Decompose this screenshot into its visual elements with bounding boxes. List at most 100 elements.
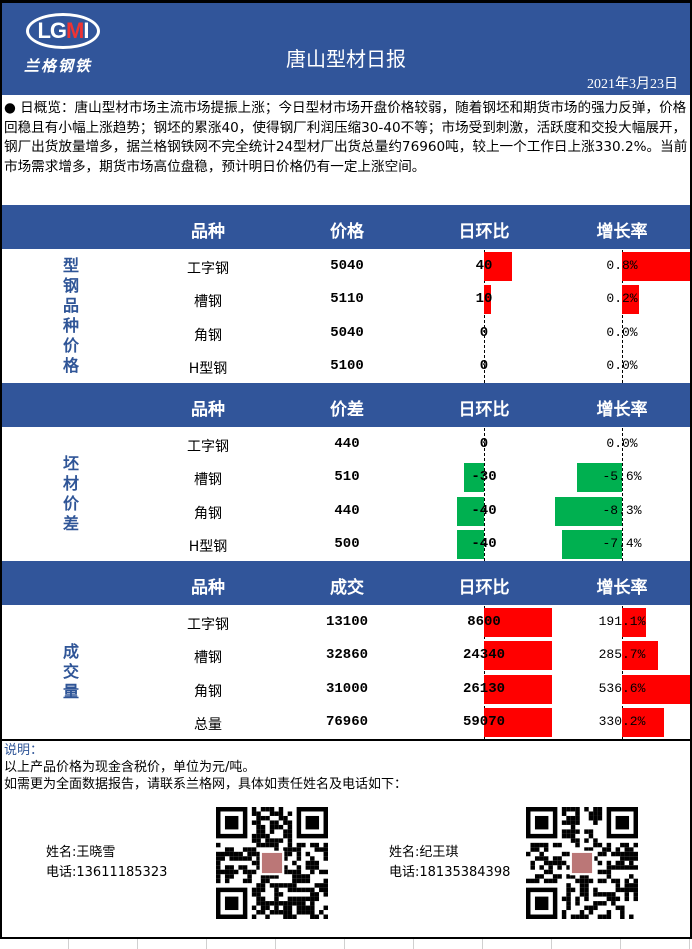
change-cell: 10 — [475, 291, 493, 308]
column-header: 日环比 — [458, 578, 510, 598]
report-header: LGMI 兰格钢铁 唐山型材日报 2021年3月23日 — [2, 3, 690, 95]
value-cell: 500 — [334, 535, 360, 552]
table-row: 角钢 31000 26130 536.6% — [2, 673, 690, 706]
change-cell: -30 — [471, 469, 497, 486]
contact-phone: 电话:18135384398 — [389, 865, 511, 880]
product-name: 槽钢 — [194, 650, 222, 667]
footer-notes: 说明： 以上产品价格为现金含税价，单位为元/吨。 如需更为全面数据报告，请联系兰… — [2, 739, 690, 937]
value-cell: 5110 — [330, 291, 364, 308]
product-name: H型钢 — [188, 360, 228, 377]
contact-1: 姓名:王晓雪 电话:13611185323 — [46, 843, 167, 883]
table-row: 总量 76960 59070 330.2% — [2, 706, 690, 739]
change-cell: 24340 — [462, 647, 506, 664]
rate-axis — [622, 606, 623, 739]
value-cell: 440 — [334, 502, 360, 519]
column-header: 增长率 — [596, 400, 648, 420]
product-name: 总量 — [194, 716, 222, 733]
rate-cell: 191.1% — [598, 614, 646, 629]
product-name: 角钢 — [194, 683, 222, 700]
change-cell: 0 — [479, 324, 489, 341]
note-line: 如需更为全面数据报告，请联系兰格网，具体如责任姓名及电话如下： — [4, 777, 408, 792]
rate-cell: -7.4% — [602, 535, 642, 551]
product-name: 角钢 — [194, 327, 222, 344]
section-header: 品种 价差 日环比 增长率 — [2, 383, 690, 427]
section-header: 品种 成交 日环比 增长率 — [2, 561, 690, 605]
change-axis — [484, 250, 485, 383]
change-cell: 59070 — [462, 713, 506, 730]
table-row: H型钢 500 -40 -7.4% — [2, 528, 690, 561]
rate-data-bar — [554, 496, 622, 526]
sheet-gridlines — [0, 939, 692, 949]
rate-data-bar — [576, 463, 622, 493]
column-header: 价差 — [330, 400, 364, 420]
column-header: 成交 — [330, 578, 364, 598]
rate-axis — [622, 250, 623, 383]
change-cell: -40 — [471, 535, 497, 552]
change-cell: 8600 — [467, 614, 501, 630]
change-cell: 40 — [475, 258, 493, 274]
column-header: 品种 — [191, 400, 225, 420]
rate-cell: 0.2% — [606, 291, 638, 307]
rate-cell: -8.3% — [602, 502, 642, 518]
product-name: 槽钢 — [194, 294, 222, 311]
column-header: 日环比 — [458, 400, 510, 420]
rate-cell: 0.0% — [606, 436, 638, 451]
lgmi-logo: LGMI 兰格钢铁 — [24, 11, 104, 77]
table-row: 槽钢 5110 10 0.2% — [2, 283, 690, 316]
change-cell: 26130 — [462, 680, 506, 697]
column-header: 品种 — [191, 222, 225, 242]
change-data-bar — [484, 641, 552, 671]
rate-cell: 536.6% — [598, 680, 646, 696]
note-title: 说明： — [4, 743, 44, 758]
rate-data-bar — [562, 529, 622, 559]
contact-2: 姓名:纪王琪 电话:18135384398 — [389, 843, 510, 883]
value-cell: 76960 — [325, 713, 369, 730]
change-cell: 0 — [479, 357, 489, 374]
product-name: H型钢 — [188, 538, 228, 555]
product-name: 工字钢 — [187, 617, 229, 633]
section-header: 品种 价格 日环比 增长率 — [2, 205, 690, 249]
table-row: H型钢 5100 0 0.0% — [2, 350, 690, 383]
column-header: 增长率 — [596, 578, 648, 598]
page-title: 唐山型材日报 — [286, 47, 406, 71]
change-cell: 0 — [479, 436, 489, 452]
rate-cell: 330.2% — [598, 713, 646, 729]
rate-data-bar — [622, 641, 659, 671]
column-header: 日环比 — [458, 222, 510, 242]
qr-code-icon — [526, 807, 638, 919]
rate-cell: 0.0% — [606, 357, 638, 373]
change-data-bar — [484, 252, 512, 281]
note-line: 以上产品价格为现金含税价，单位为元/吨。 — [4, 760, 256, 775]
change-cell: -40 — [471, 502, 497, 519]
rate-axis — [622, 428, 623, 561]
rate-cell: 0.8% — [606, 258, 638, 273]
value-cell: 5040 — [330, 324, 364, 341]
contact-name: 姓名:王晓雪 — [46, 845, 116, 860]
change-data-bar — [463, 463, 484, 493]
column-header: 品种 — [191, 578, 225, 598]
change-data-bar — [484, 707, 552, 737]
product-name: 工字钢 — [187, 439, 229, 455]
value-cell: 5100 — [330, 357, 364, 374]
section-category: 坯材价差 — [62, 454, 79, 533]
rate-cell: 285.7% — [598, 647, 646, 663]
table-row: 工字钢 13100 8600 191.1% — [2, 606, 690, 639]
rate-data-bar — [622, 674, 690, 704]
rate-data-bar — [622, 252, 690, 281]
value-cell: 32860 — [325, 647, 369, 664]
rate-cell: -5.6% — [602, 469, 642, 485]
section-category: 型钢品种价格 — [62, 256, 79, 375]
change-data-bar — [484, 674, 552, 704]
section-category: 成交量 — [62, 642, 79, 701]
rate-data-bar — [622, 608, 647, 637]
table-row: 工字钢 440 0 0.0% — [2, 428, 690, 461]
product-name: 工字钢 — [187, 261, 229, 277]
table-row: 槽钢 32860 24340 285.7% — [2, 639, 690, 672]
product-name: 槽钢 — [194, 472, 222, 489]
value-cell: 440 — [334, 436, 360, 452]
change-axis — [484, 428, 485, 561]
product-name: 角钢 — [194, 505, 222, 522]
value-cell: 13100 — [325, 614, 369, 630]
table-row: 槽钢 510 -30 -5.6% — [2, 461, 690, 494]
contact-phone: 电话:13611185323 — [46, 865, 168, 880]
